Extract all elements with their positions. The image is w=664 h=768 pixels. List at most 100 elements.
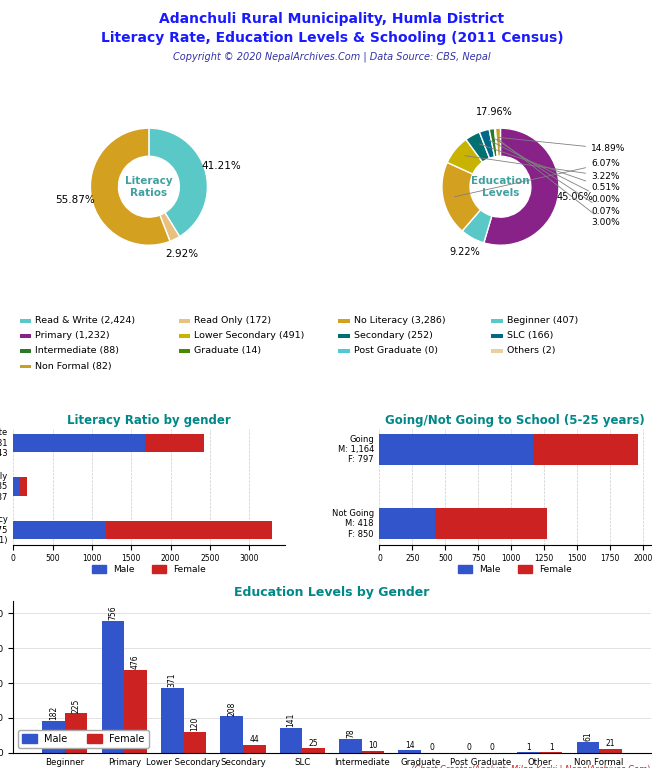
Text: (Chart Creator/Analyst: Milan Karki | NepalArchives.Com): (Chart Creator/Analyst: Milan Karki | Ne… bbox=[411, 765, 651, 768]
Wedge shape bbox=[495, 128, 498, 157]
Bar bbox=[42, 721, 65, 753]
Wedge shape bbox=[442, 162, 481, 231]
Text: Primary (1,232): Primary (1,232) bbox=[35, 332, 110, 340]
Text: 0: 0 bbox=[467, 743, 471, 752]
Bar bbox=[183, 732, 206, 753]
Bar bbox=[491, 334, 503, 338]
Text: No Literacy (3,286): No Literacy (3,286) bbox=[354, 316, 446, 326]
Wedge shape bbox=[90, 128, 170, 245]
Text: 78: 78 bbox=[346, 729, 355, 738]
Text: 208: 208 bbox=[227, 701, 236, 716]
Text: 3.22%: 3.22% bbox=[465, 156, 620, 180]
Text: Adanchuli Rural Municipality, Humla District: Adanchuli Rural Municipality, Humla Dist… bbox=[159, 12, 505, 25]
Text: 476: 476 bbox=[131, 654, 140, 669]
Text: Read Only (172): Read Only (172) bbox=[195, 316, 272, 326]
Text: 6.07%: 6.07% bbox=[455, 159, 620, 197]
Text: 0.51%: 0.51% bbox=[479, 144, 620, 192]
Text: 182: 182 bbox=[49, 706, 58, 720]
Text: 9.22%: 9.22% bbox=[449, 247, 480, 257]
Bar bbox=[302, 748, 325, 753]
Wedge shape bbox=[479, 129, 495, 158]
Text: 41.21%: 41.21% bbox=[201, 161, 241, 171]
Wedge shape bbox=[160, 213, 179, 241]
Bar bbox=[20, 365, 31, 368]
Text: 14.89%: 14.89% bbox=[499, 137, 625, 153]
Text: 2.92%: 2.92% bbox=[165, 249, 199, 259]
Text: Others (2): Others (2) bbox=[507, 346, 555, 356]
Text: 141: 141 bbox=[287, 713, 295, 727]
Bar bbox=[20, 349, 31, 353]
Wedge shape bbox=[495, 128, 501, 157]
Bar bbox=[491, 349, 503, 353]
Text: Beginner (407): Beginner (407) bbox=[507, 316, 578, 326]
Bar bbox=[339, 349, 350, 353]
Text: Literacy Rate, Education Levels & Schooling (2011 Census): Literacy Rate, Education Levels & School… bbox=[101, 31, 563, 45]
Legend: Male, Female: Male, Female bbox=[18, 730, 149, 748]
Title: Literacy Ratio by gender: Literacy Ratio by gender bbox=[67, 415, 231, 428]
Title: Going/Not Going to School (5-25 years): Going/Not Going to School (5-25 years) bbox=[385, 415, 645, 428]
Bar bbox=[20, 478, 27, 496]
Wedge shape bbox=[466, 132, 489, 162]
Wedge shape bbox=[149, 128, 207, 237]
Bar bbox=[398, 750, 421, 753]
Text: Education
Levels: Education Levels bbox=[471, 176, 530, 197]
Bar bbox=[20, 334, 31, 338]
Text: Copyright © 2020 NepalArchives.Com | Data Source: CBS, Nepal: Copyright © 2020 NepalArchives.Com | Dat… bbox=[173, 51, 491, 62]
Text: SLC (166): SLC (166) bbox=[507, 332, 553, 340]
Text: 44: 44 bbox=[250, 735, 259, 744]
Bar bbox=[124, 670, 147, 753]
Bar bbox=[362, 751, 384, 753]
Bar bbox=[13, 478, 20, 496]
Text: 0: 0 bbox=[430, 743, 435, 752]
Text: 45.06%: 45.06% bbox=[556, 193, 593, 203]
Bar bbox=[65, 713, 88, 753]
Bar bbox=[379, 434, 533, 465]
Text: Post Graduate (0): Post Graduate (0) bbox=[354, 346, 438, 356]
Bar bbox=[20, 319, 31, 323]
Bar bbox=[243, 745, 266, 753]
Text: 3.00%: 3.00% bbox=[498, 139, 620, 227]
Text: 55.87%: 55.87% bbox=[55, 195, 95, 205]
Text: 756: 756 bbox=[108, 606, 118, 621]
Bar bbox=[379, 508, 434, 539]
Text: Graduate (14): Graduate (14) bbox=[195, 346, 262, 356]
Text: 1: 1 bbox=[526, 743, 531, 752]
Bar bbox=[106, 521, 272, 539]
Text: 61: 61 bbox=[584, 732, 592, 741]
Text: 21: 21 bbox=[606, 740, 616, 748]
Text: 14: 14 bbox=[405, 740, 414, 750]
Text: Read & Write (2,424): Read & Write (2,424) bbox=[35, 316, 135, 326]
Title: Education Levels by Gender: Education Levels by Gender bbox=[234, 586, 430, 599]
Wedge shape bbox=[448, 140, 483, 174]
Bar bbox=[280, 728, 302, 753]
Text: 25: 25 bbox=[309, 739, 319, 747]
Bar bbox=[339, 739, 362, 753]
Legend: Male, Female: Male, Female bbox=[455, 561, 576, 578]
Bar bbox=[491, 319, 503, 323]
Bar bbox=[102, 621, 124, 753]
Text: 225: 225 bbox=[72, 698, 80, 713]
Bar bbox=[220, 717, 243, 753]
Text: Lower Secondary (491): Lower Secondary (491) bbox=[195, 332, 305, 340]
Legend: Male, Female: Male, Female bbox=[88, 561, 209, 578]
Bar bbox=[576, 742, 599, 753]
Bar bbox=[13, 434, 145, 452]
Wedge shape bbox=[462, 210, 492, 243]
Bar bbox=[339, 334, 350, 338]
Bar bbox=[179, 349, 191, 353]
Bar bbox=[599, 749, 622, 753]
Bar bbox=[161, 688, 183, 753]
Wedge shape bbox=[495, 128, 498, 157]
Text: 1: 1 bbox=[548, 743, 554, 752]
Text: 0.07%: 0.07% bbox=[495, 139, 620, 216]
Bar bbox=[339, 319, 350, 323]
Text: 0.00%: 0.00% bbox=[489, 141, 620, 204]
Text: 10: 10 bbox=[368, 741, 378, 750]
Bar bbox=[179, 319, 191, 323]
Text: 17.96%: 17.96% bbox=[475, 107, 513, 117]
Wedge shape bbox=[484, 128, 559, 245]
Text: Non Formal (82): Non Formal (82) bbox=[35, 362, 112, 371]
Wedge shape bbox=[495, 128, 498, 157]
Text: 120: 120 bbox=[191, 717, 199, 731]
Bar bbox=[145, 434, 204, 452]
